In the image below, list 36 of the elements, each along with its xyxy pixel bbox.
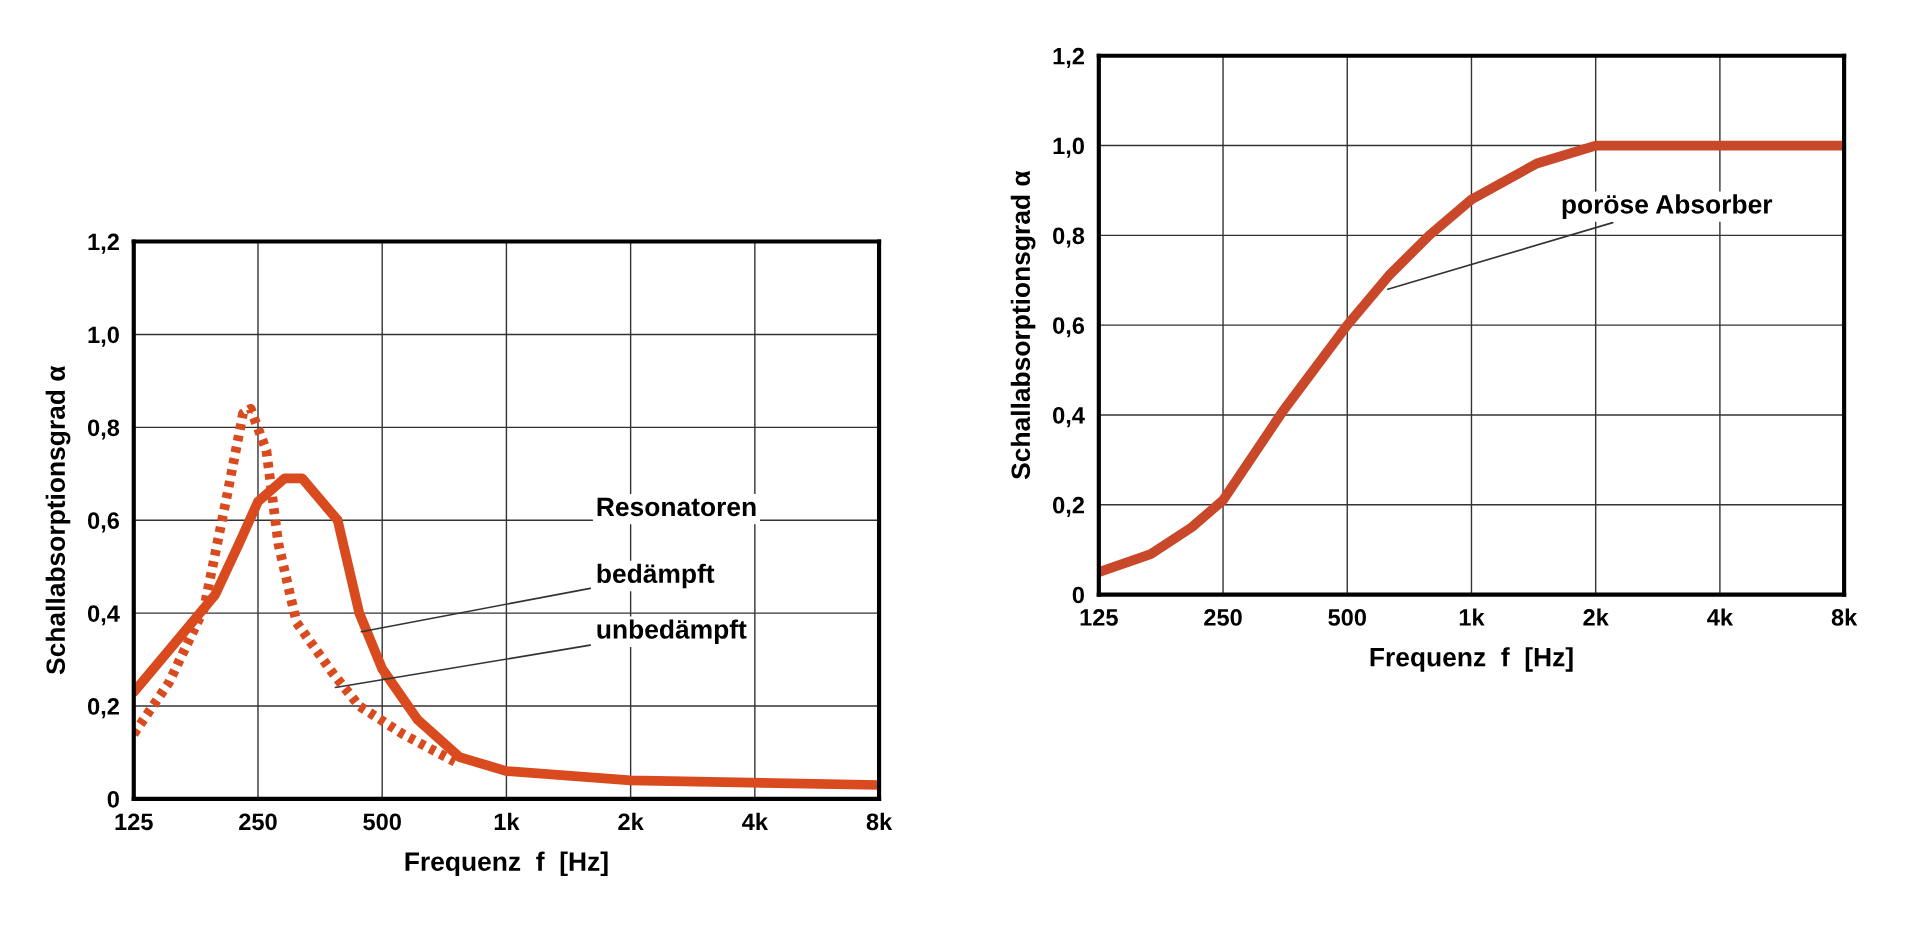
- y-axis-title: Schallabsorptionsgrad α: [45, 365, 71, 675]
- x-tick-label: 1k: [1459, 608, 1485, 626]
- x-axis-title: Frequenz f [Hz]: [405, 851, 608, 877]
- x-tick-label: 8k: [866, 812, 893, 831]
- y-tick-label: 1,2: [1053, 47, 1084, 68]
- x-tick-label: 2k: [1583, 608, 1609, 626]
- x-tick-label: 1k: [494, 812, 520, 830]
- y-axis-title: Schallabsorptionsgrad α: [1010, 170, 1036, 480]
- y-tick-label: 0,6: [1053, 317, 1085, 338]
- annotation: Resonatoren: [597, 497, 756, 517]
- y-tick-label: 0,2: [1053, 496, 1084, 517]
- annotation: unbedämpft: [597, 619, 747, 645]
- y-tick-label: 0,2: [88, 698, 119, 719]
- y-tick-label: 1,0: [88, 326, 119, 347]
- y-tick-label: 0: [1072, 586, 1084, 604]
- x-tick-label: 2k: [618, 812, 644, 830]
- y-tick-label: 0: [107, 791, 119, 808]
- x-tick-label: 8k: [1831, 608, 1858, 626]
- x-tick-label: 4k: [1707, 608, 1734, 626]
- x-tick-label: 4k: [742, 812, 768, 830]
- y-tick-label: 0,8: [88, 419, 120, 440]
- y-tick-label: 1,0: [1053, 137, 1084, 158]
- y-tick-label: 0,4: [1053, 407, 1085, 428]
- x-tick-label: 500: [1328, 609, 1366, 626]
- y-tick-label: 0,4: [88, 605, 120, 626]
- x-tick-label: 250: [1204, 609, 1242, 626]
- x-tick-label: 125: [115, 813, 153, 831]
- x-tick-label: 250: [239, 813, 277, 831]
- x-axis-title: Frequenz f [Hz]: [1370, 647, 1573, 672]
- y-tick-label: 0,6: [88, 512, 120, 533]
- x-tick-label: 125: [1080, 609, 1118, 626]
- annotation: poröse Absorber: [1562, 194, 1773, 219]
- y-tick-label: 1,2: [88, 233, 119, 254]
- y-tick-label: 0,8: [1053, 227, 1085, 248]
- x-tick-label: 500: [363, 813, 401, 831]
- annotation: bedämpft: [597, 563, 715, 589]
